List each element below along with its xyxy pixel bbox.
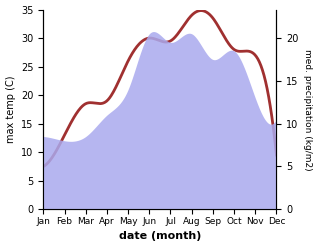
- Y-axis label: med. precipitation (kg/m2): med. precipitation (kg/m2): [303, 49, 313, 170]
- X-axis label: date (month): date (month): [119, 231, 201, 242]
- Y-axis label: max temp (C): max temp (C): [5, 76, 16, 143]
